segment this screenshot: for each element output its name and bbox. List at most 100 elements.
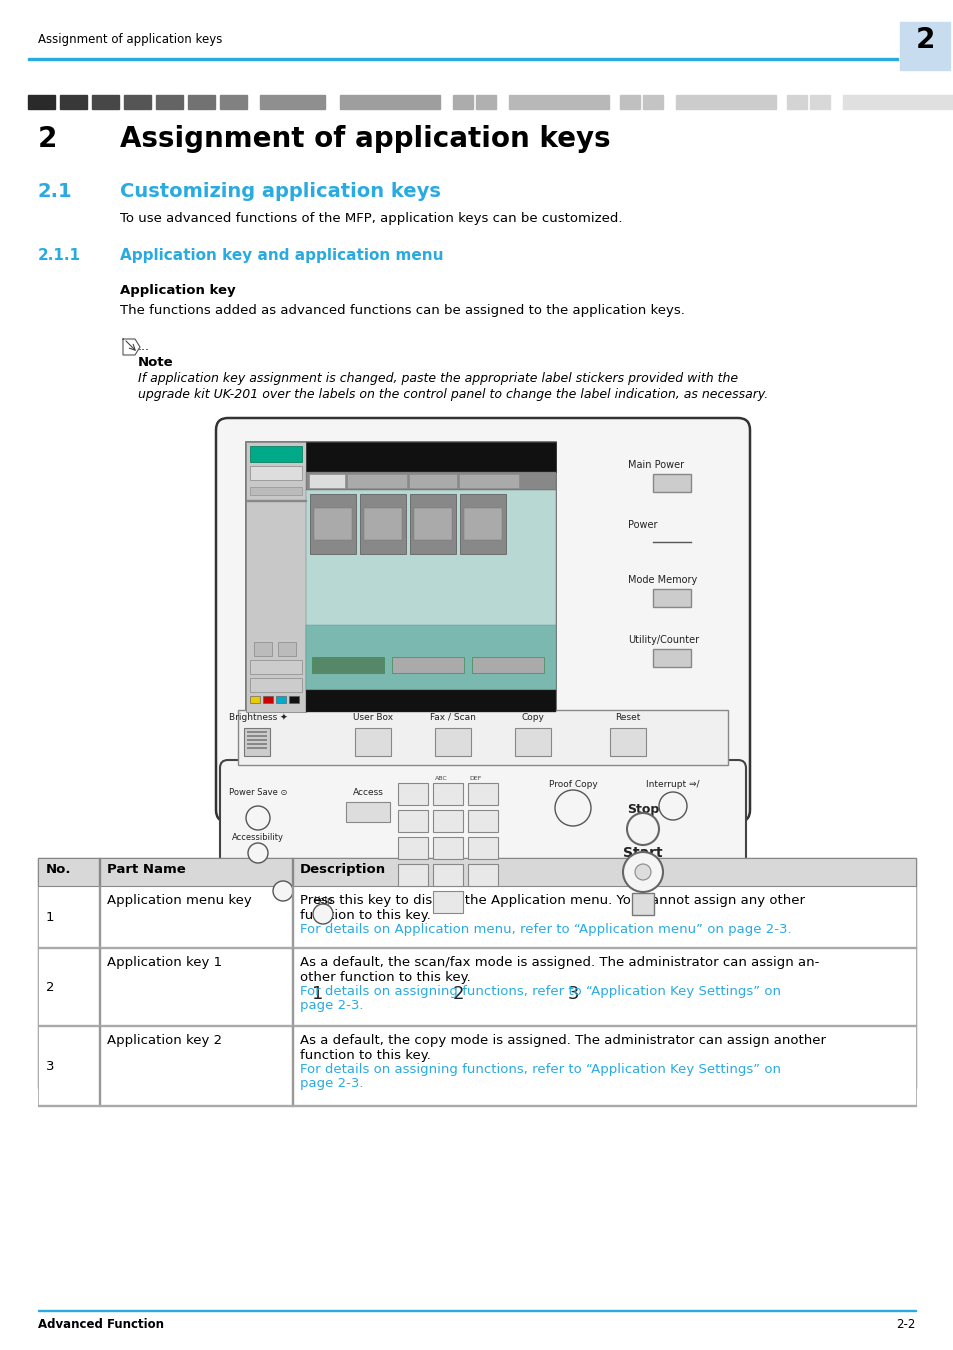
Text: MNO: MNO <box>477 821 488 825</box>
Circle shape <box>313 904 333 923</box>
Text: function to this key.: function to this key. <box>299 1049 431 1061</box>
Text: 4: 4 <box>409 811 416 821</box>
Bar <box>468 810 497 832</box>
Bar <box>250 678 302 693</box>
Text: 2: 2 <box>38 126 57 153</box>
Text: Original Setting: Original Setting <box>355 474 397 479</box>
Bar <box>509 95 608 109</box>
Text: Help: Help <box>313 896 333 905</box>
Text: Stop: Stop <box>626 803 659 815</box>
Bar <box>292 886 293 948</box>
Bar <box>397 864 428 886</box>
Text: 3: 3 <box>478 784 486 794</box>
Text: other function to this key.: other function to this key. <box>299 971 470 984</box>
Text: ▼: ▼ <box>285 643 289 647</box>
Text: Memory       100%: Memory 100% <box>310 702 355 707</box>
Text: ABC: ABC <box>435 776 447 782</box>
Circle shape <box>248 842 268 863</box>
Text: *: * <box>410 865 416 875</box>
Bar <box>306 490 556 690</box>
Bar <box>433 837 462 859</box>
Text: 2: 2 <box>914 26 934 54</box>
FancyBboxPatch shape <box>215 418 749 822</box>
Bar <box>459 494 505 554</box>
Bar <box>38 859 915 886</box>
Text: 1 + 1: 1 + 1 <box>477 539 488 541</box>
Bar <box>220 95 247 109</box>
Text: Check Job: Check Job <box>262 466 290 471</box>
Text: User Box: User Box <box>353 713 393 722</box>
Text: Assignment of application keys: Assignment of application keys <box>38 32 222 46</box>
Text: As a default, the copy mode is assigned. The administrator can assign another: As a default, the copy mode is assigned.… <box>299 1034 825 1048</box>
Bar <box>433 864 462 886</box>
Bar <box>409 474 456 487</box>
Bar <box>247 734 267 737</box>
Bar <box>397 783 428 805</box>
Text: JKL: JKL <box>444 821 451 825</box>
Bar <box>60 95 87 109</box>
Bar <box>237 710 727 765</box>
Text: Status: Status <box>268 487 284 493</box>
Text: Brightness ✦: Brightness ✦ <box>229 713 287 722</box>
Text: Color: Color <box>326 495 339 501</box>
Bar <box>392 657 463 674</box>
Text: 2.1.1: 2.1.1 <box>38 248 81 263</box>
Circle shape <box>635 864 650 880</box>
Bar <box>652 589 690 608</box>
Text: Application key: Application key <box>120 284 235 297</box>
Bar <box>355 728 391 756</box>
Text: Copy: Copy <box>521 713 544 722</box>
Bar <box>99 948 100 1026</box>
Bar <box>364 508 401 540</box>
Text: Duplex/
Combine: Duplex/ Combine <box>472 495 494 506</box>
Text: Finishing: Finishing <box>337 657 358 661</box>
Text: page 2-3.: page 2-3. <box>299 1077 363 1091</box>
Circle shape <box>273 882 293 900</box>
Bar <box>124 95 151 109</box>
Text: 1: 1 <box>539 452 547 464</box>
Bar <box>339 95 439 109</box>
Bar <box>397 810 428 832</box>
Text: page 2-3.: page 2-3. <box>299 999 363 1012</box>
Text: PQRS: PQRS <box>407 848 418 852</box>
Text: Application key 2: Application key 2 <box>107 1034 222 1048</box>
Bar <box>275 697 286 703</box>
Bar <box>642 95 662 109</box>
Bar <box>347 474 407 487</box>
Bar <box>156 95 183 109</box>
Text: Paper: Paper <box>375 495 390 501</box>
Text: GHI: GHI <box>409 821 416 825</box>
Bar <box>28 58 897 59</box>
Bar <box>435 728 471 756</box>
Bar <box>609 728 645 756</box>
Text: 2: 2 <box>452 986 463 1003</box>
Bar <box>91 95 119 109</box>
Circle shape <box>555 790 590 826</box>
Bar <box>250 487 302 495</box>
Bar <box>309 474 345 487</box>
Bar <box>263 697 273 703</box>
Text: ▲: ▲ <box>260 643 265 647</box>
Bar <box>433 810 462 832</box>
Text: |→●: |→● <box>359 803 376 811</box>
Text: 22/02/2007  09:56: 22/02/2007 09:56 <box>310 693 355 697</box>
Bar <box>312 657 384 674</box>
Bar <box>314 508 352 540</box>
Text: Data: Data <box>436 892 459 902</box>
Text: Main Power: Main Power <box>627 460 683 470</box>
Bar <box>652 649 690 667</box>
Bar <box>468 864 497 886</box>
Bar <box>410 494 456 554</box>
Text: Zoom: Zoom <box>425 495 439 501</box>
Text: Note: Note <box>138 356 173 369</box>
Text: 2: 2 <box>444 784 452 794</box>
Bar <box>247 730 267 733</box>
Bar <box>786 95 806 109</box>
Text: 1: 1 <box>409 784 416 794</box>
Bar <box>458 474 518 487</box>
Text: Assignment of application keys: Assignment of application keys <box>120 126 610 153</box>
Circle shape <box>246 806 270 830</box>
Bar <box>306 441 556 472</box>
Text: Job Details: Job Details <box>261 678 291 683</box>
Text: Enlarge Display: Enlarge Display <box>250 873 315 882</box>
